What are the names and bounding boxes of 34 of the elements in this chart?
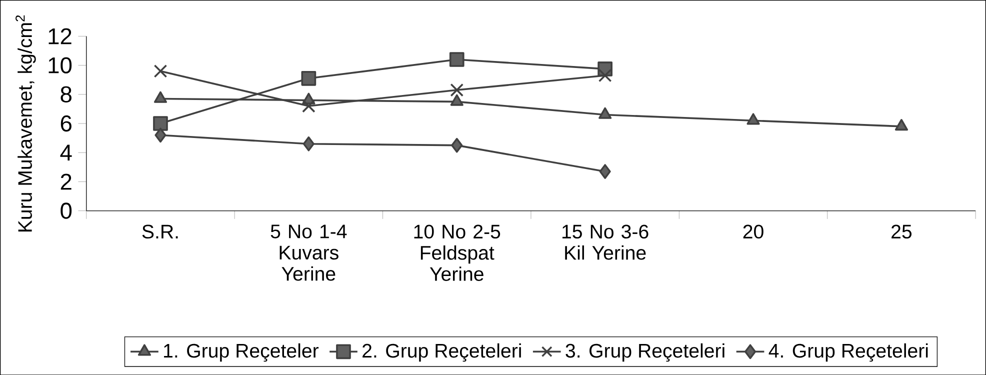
y-tick-label: 0 bbox=[60, 202, 72, 219]
legend-label: 1. Grup Reçeteler bbox=[164, 343, 319, 362]
point bbox=[154, 91, 168, 103]
point bbox=[154, 64, 168, 78]
point bbox=[450, 83, 464, 97]
point bbox=[153, 116, 168, 131]
point bbox=[746, 113, 760, 125]
x-tick-label: 15 No 3-6 Kil Yerine bbox=[562, 224, 648, 260]
point bbox=[598, 68, 612, 82]
point bbox=[450, 94, 464, 106]
point bbox=[301, 70, 316, 86]
point bbox=[302, 99, 316, 113]
point bbox=[599, 164, 611, 179]
x-tick-label: 25 bbox=[892, 224, 912, 238]
point bbox=[302, 136, 314, 152]
x-tick-label: 10 No 2-5 Feldspat Yerine bbox=[414, 224, 500, 281]
point bbox=[894, 118, 908, 130]
y-tick-label: 2 bbox=[60, 174, 72, 190]
point bbox=[449, 52, 464, 67]
legend-label: 3. Grup Reçeteleri bbox=[566, 343, 724, 362]
y-tick-label: 6 bbox=[60, 115, 72, 132]
legend-label: 2. Grup Reçeteleri bbox=[362, 343, 521, 362]
point bbox=[598, 107, 612, 119]
x-tick-label: 5 No 1-4 Kuvars Yerine bbox=[270, 224, 347, 281]
legend-label: 4. Grup Reçeteleri bbox=[768, 343, 928, 362]
y-tick-label: 4 bbox=[60, 144, 72, 160]
x-tick-label: S.R. bbox=[142, 224, 178, 238]
point bbox=[154, 128, 166, 142]
y-axis-title: Kuru Mukavemet, kg/cm$^{2}$ bbox=[16, 15, 36, 232]
y-tick-label: 8 bbox=[60, 86, 72, 102]
point bbox=[451, 138, 463, 153]
y-tick-label: 10 bbox=[48, 57, 72, 74]
x-tick-label: 20 bbox=[743, 224, 764, 238]
y-tick-label: 12 bbox=[48, 28, 72, 44]
